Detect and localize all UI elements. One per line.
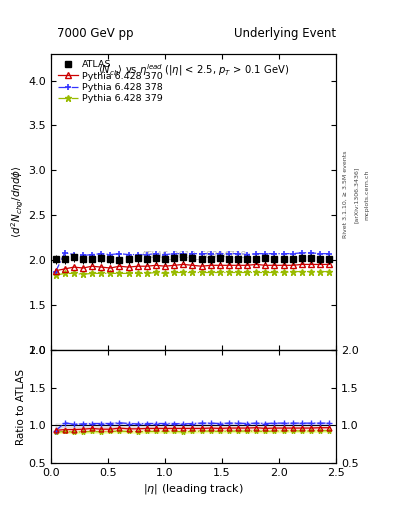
Text: Rivet 3.1.10, ≥ 3.5M events: Rivet 3.1.10, ≥ 3.5M events — [343, 151, 348, 238]
Text: $\langle N_{ch}\rangle$ vs $\eta^{lead}$ ($|\eta|$ < 2.5, $p_{T}$ > 0.1 GeV): $\langle N_{ch}\rangle$ vs $\eta^{lead}$… — [98, 62, 289, 78]
Text: [arXiv:1306.3436]: [arXiv:1306.3436] — [354, 166, 359, 223]
Text: Underlying Event: Underlying Event — [234, 27, 336, 40]
Y-axis label: Ratio to ATLAS: Ratio to ATLAS — [16, 369, 26, 444]
Text: mcplots.cern.ch: mcplots.cern.ch — [365, 169, 370, 220]
Legend: ATLAS, Pythia 6.428 370, Pythia 6.428 378, Pythia 6.428 379: ATLAS, Pythia 6.428 370, Pythia 6.428 37… — [55, 57, 166, 106]
Text: ATLAS_2010_S8894728: ATLAS_2010_S8894728 — [141, 250, 246, 260]
Y-axis label: $\langle d^2 N_{chg}/d\eta d\phi\rangle$: $\langle d^2 N_{chg}/d\eta d\phi\rangle$ — [9, 165, 26, 238]
X-axis label: $|\eta|$ (leading track): $|\eta|$ (leading track) — [143, 482, 244, 497]
Text: 7000 GeV pp: 7000 GeV pp — [57, 27, 134, 40]
